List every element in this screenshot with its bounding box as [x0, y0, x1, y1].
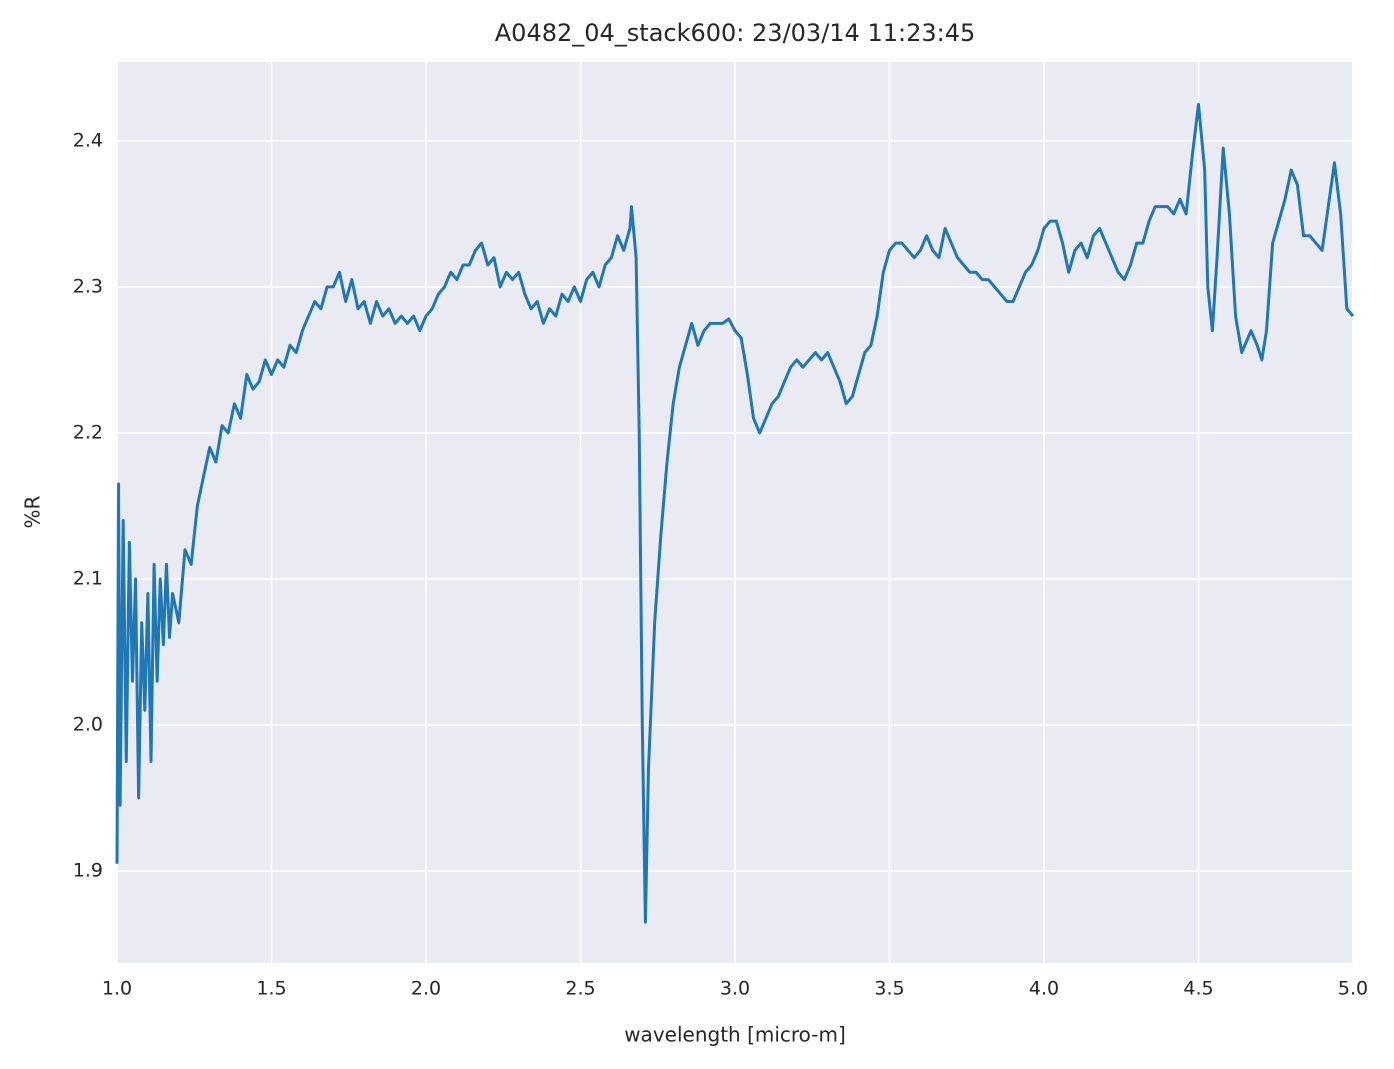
data-line — [115, 102, 1355, 924]
grid — [116, 62, 1354, 963]
x-tick-label: 1.0 — [102, 978, 132, 1000]
x-tick-label: 5.0 — [1338, 978, 1368, 1000]
marks — [115, 102, 1355, 924]
chart-title: A0482_04_stack600: 23/03/14 11:23:45 — [495, 19, 975, 47]
y-tick-label: 2.0 — [73, 713, 103, 735]
y-axis-label: %R — [21, 495, 45, 528]
x-tick-label: 4.5 — [1183, 978, 1213, 1000]
y-tick-label: 2.2 — [73, 421, 103, 443]
x-tick-label: 2.0 — [411, 978, 441, 1000]
x-tick-label: 3.5 — [874, 978, 904, 1000]
y-tick-label: 2.4 — [73, 129, 103, 151]
x-tick-label: 1.5 — [256, 978, 286, 1000]
y-tick-label: 2.1 — [73, 567, 103, 589]
y-tick-label: 1.9 — [73, 860, 103, 882]
y-tick-label: 2.3 — [73, 275, 103, 297]
x-tick-label: 3.0 — [720, 978, 750, 1000]
x-tick-label: 2.5 — [565, 978, 595, 1000]
x-tick-label: 4.0 — [1029, 978, 1059, 1000]
x-axis-label: wavelength [micro-m] — [624, 1023, 846, 1047]
